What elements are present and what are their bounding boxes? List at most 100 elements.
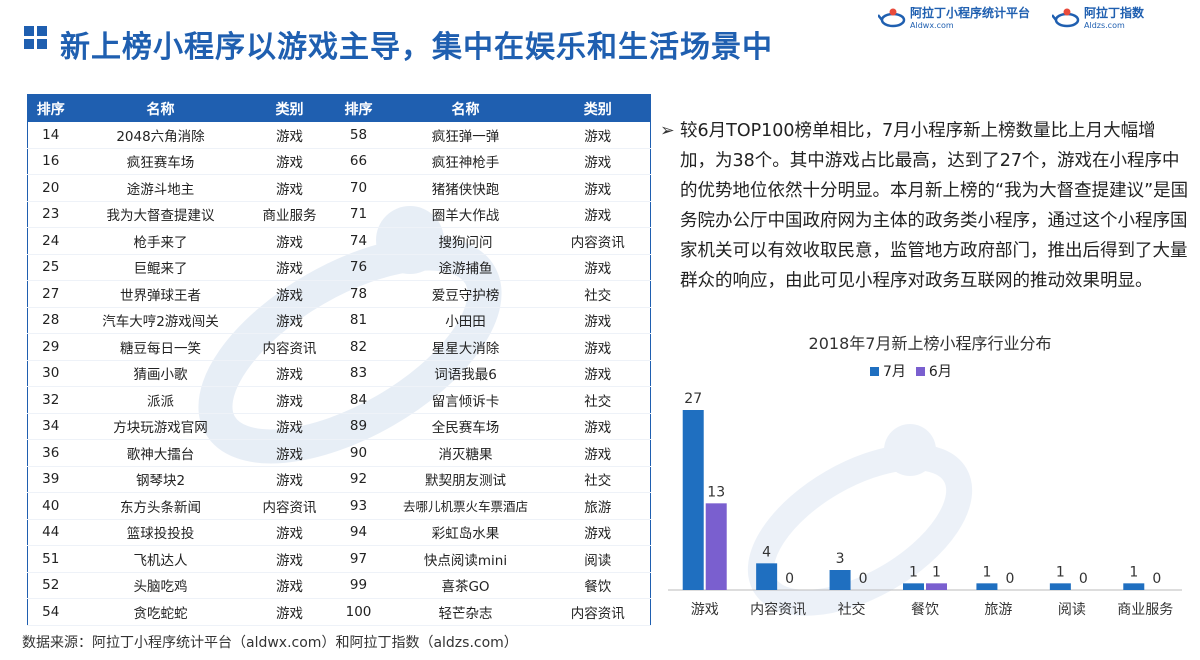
table-cell: 76 <box>331 254 386 281</box>
table-cell: 内容资讯 <box>545 598 651 626</box>
table-header-cell: 名称 <box>385 94 546 122</box>
table-cell: 81 <box>331 307 386 334</box>
logo-main-text: 阿拉丁指数 <box>1084 6 1145 20</box>
data-label: 0 <box>1005 571 1014 587</box>
table-cell: 游戏 <box>545 148 651 175</box>
table-cell: 疯狂赛车场 <box>73 148 248 175</box>
table-cell: 20 <box>27 174 74 202</box>
table-row: 23 我为大督查提建议 商业服务 71 圈羊大作战 游戏 <box>27 201 651 228</box>
table-cell: 彩虹岛水果 <box>385 519 546 546</box>
table-cell: 39 <box>27 466 74 493</box>
data-label: 13 <box>707 484 725 500</box>
aladdin-lamp-icon <box>1052 8 1080 28</box>
data-label: 0 <box>1152 571 1161 587</box>
table-cell: 66 <box>331 148 386 175</box>
table-cell: 90 <box>331 439 386 467</box>
table-header-cell: 类别 <box>545 94 651 122</box>
table-row: 54 贪吃蛇蛇 游戏 100 轻芒杂志 内容资讯 <box>27 598 651 626</box>
logo-sub-text: Aldwx.com <box>910 21 954 30</box>
data-label: 0 <box>785 571 794 587</box>
table-cell: 内容资讯 <box>545 227 651 255</box>
table-cell: 内容资讯 <box>247 333 332 361</box>
table-cell: 内容资讯 <box>247 492 332 520</box>
table-row: 44 篮球投投投 游戏 94 彩虹岛水果 游戏 <box>27 519 651 546</box>
bar-jun <box>926 583 947 590</box>
category-label: 内容资讯 <box>750 601 806 618</box>
table-cell: 82 <box>331 333 386 361</box>
data-label: 0 <box>859 571 868 587</box>
table-cell: 16 <box>27 148 74 175</box>
table-cell: 游戏 <box>247 148 332 175</box>
table-cell: 52 <box>27 572 74 599</box>
data-label: 1 <box>1129 564 1138 580</box>
table-row: 40 东方头条新闻 内容资讯 93 去哪儿机票火车票酒店 旅游 <box>27 492 651 520</box>
table-cell: 54 <box>27 598 74 626</box>
bar-jul <box>1049 583 1071 590</box>
table-header-cell: 排序 <box>331 94 386 122</box>
table-cell: 99 <box>331 572 386 599</box>
table-cell: 100 <box>331 598 386 626</box>
logo-sub-text: Aldzs.com <box>1084 21 1125 30</box>
table-cell: 钢琴块2 <box>73 466 248 493</box>
table-cell: 头脑吃鸡 <box>73 572 248 599</box>
table-cell: 游戏 <box>545 360 651 387</box>
table-cell: 留言倾诉卡 <box>385 386 546 414</box>
table-cell: 途游捕鱼 <box>385 254 546 281</box>
category-label: 旅游 <box>984 602 1012 618</box>
table-cell: 星星大消除 <box>385 333 546 361</box>
data-label: 1 <box>1056 564 1065 580</box>
table-cell: 40 <box>27 492 74 520</box>
table-cell: 搜狗问问 <box>385 227 546 255</box>
category-label: 阅读 <box>1058 601 1086 618</box>
table-cell: 游戏 <box>545 122 651 149</box>
table-cell: 游戏 <box>545 254 651 281</box>
table-cell: 游戏 <box>247 227 332 255</box>
table-cell: 游戏 <box>545 439 651 467</box>
table-cell: 轻芒杂志 <box>385 598 546 626</box>
table-row: 28 汽车大哼2游戏闯关 游戏 81 小田田 游戏 <box>27 307 651 334</box>
table-cell: 32 <box>27 386 74 414</box>
legend-swatch-jun <box>915 366 925 376</box>
legend-swatch-jul <box>870 366 879 376</box>
table-cell: 全民赛车场 <box>385 413 546 440</box>
ranking-table: 排序 名称 类别 排序 名称 类别 14 2048六角消除 游戏 58 疯狂弹一弹 游戏 16 疯狂赛车… <box>27 94 651 626</box>
data-label: 3 <box>836 551 845 567</box>
table-cell: 92 <box>331 466 386 493</box>
table-row: 20 途游斗地主 游戏 70 猪猪侠快跑 游戏 <box>27 174 651 202</box>
bar-jul <box>1123 583 1145 590</box>
table-row: 16 疯狂赛车场 游戏 66 疯狂神枪手 游戏 <box>27 148 651 175</box>
table-header-row: 排序 名称 类别 排序 名称 类别 <box>27 94 651 122</box>
table-cell: 默契朋友测试 <box>385 466 546 493</box>
table-row: 25 巨鲲来了 游戏 76 途游捕鱼 游戏 <box>27 254 651 281</box>
table-cell: 去哪儿机票火车票酒店 <box>385 492 546 520</box>
table-cell: 世界弹球王者 <box>73 280 248 308</box>
table-cell: 游戏 <box>247 386 332 414</box>
data-label: 1 <box>909 564 918 580</box>
table-cell: 70 <box>331 174 386 202</box>
category-label: 社交 <box>838 601 866 618</box>
table-cell: 2048六角消除 <box>73 122 248 149</box>
table-cell: 游戏 <box>247 519 332 546</box>
bar-jul <box>829 570 851 590</box>
table-cell: 游戏 <box>247 254 332 281</box>
category-label: 游戏 <box>691 602 719 618</box>
legend-item-jul: 7月 <box>870 361 906 381</box>
table-header-cell: 类别 <box>247 94 332 122</box>
table-cell: 贪吃蛇蛇 <box>73 598 248 626</box>
legend-label-jul: 7月 <box>883 364 906 380</box>
table-cell: 快点阅读mini <box>385 545 546 573</box>
bullet-arrow-icon: ➢ <box>660 121 675 141</box>
data-label: 0 <box>1079 571 1088 587</box>
data-source-note: 数据来源：阿拉丁小程序统计平台（aldwx.com）和阿拉丁指数（aldzs.c… <box>22 635 518 651</box>
table-cell: 29 <box>27 333 74 361</box>
table-cell: 25 <box>27 254 74 281</box>
aldzs-logo: 阿拉丁指数 Aldzs.com <box>1052 6 1144 34</box>
table-cell: 游戏 <box>247 466 332 493</box>
table-cell: 28 <box>27 307 74 334</box>
table-cell: 游戏 <box>247 545 332 573</box>
table-cell: 圈羊大作战 <box>385 201 546 228</box>
table-cell: 24 <box>27 227 74 255</box>
table-cell: 游戏 <box>247 174 332 202</box>
chart-legend: 7月 6月 <box>870 361 952 381</box>
table-cell: 游戏 <box>247 439 332 467</box>
